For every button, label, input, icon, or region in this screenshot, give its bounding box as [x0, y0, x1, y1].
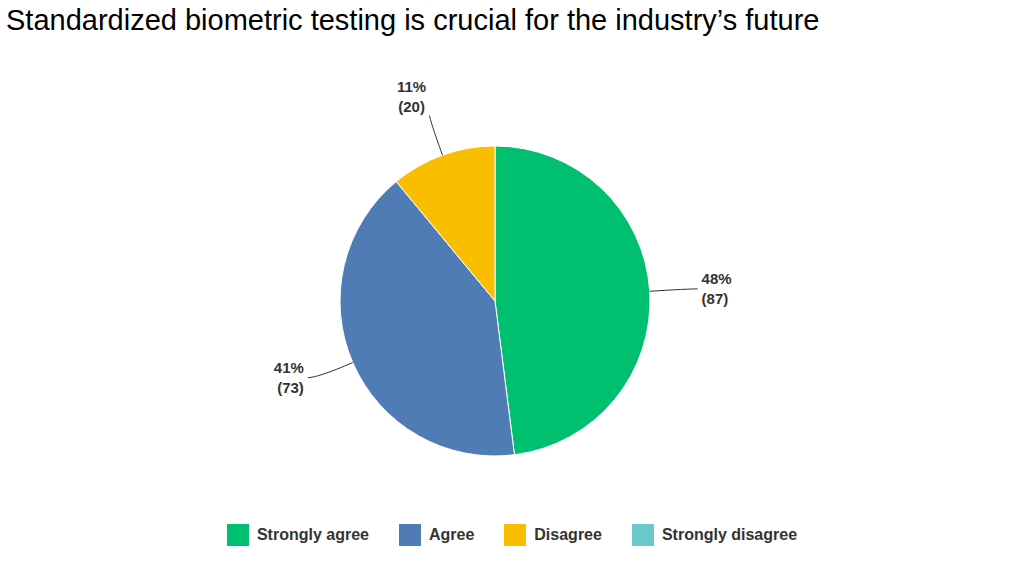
html-text:Agree: Agree	[429, 526, 475, 543]
svg-text:(87): (87)	[702, 290, 729, 307]
html-text:Standardized biometric testing: Standardized biometric testing is crucia…	[6, 4, 820, 36]
html-text:Strongly agree: Strongly agree	[256, 526, 369, 543]
svg-text:(73): (73)	[277, 379, 304, 396]
html-text:Strongly disagree: Strongly disagree	[661, 526, 798, 543]
svg-text:48%: 48%	[702, 270, 732, 287]
svg-text:(20): (20)	[398, 98, 425, 115]
html-text:Disagree: Disagree	[534, 526, 602, 543]
svg-text:41%: 41%	[274, 359, 304, 376]
svg-text:11%: 11%	[397, 78, 426, 95]
